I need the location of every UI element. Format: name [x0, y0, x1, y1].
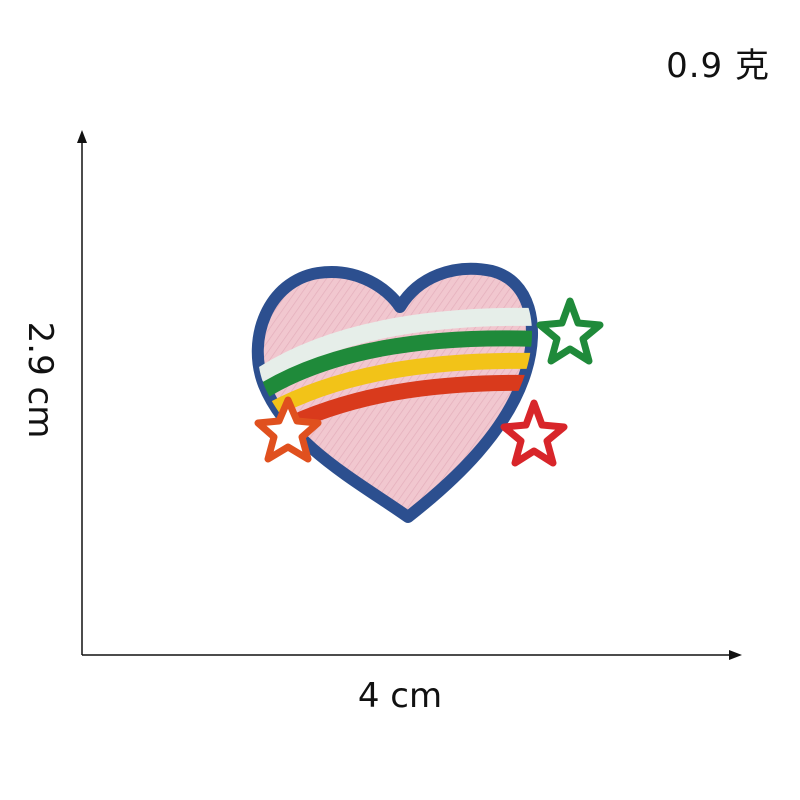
height-label: 2.9 cm [20, 321, 60, 439]
heart-rainbow-patch-image [251, 262, 604, 523]
star-right-bottom-icon [500, 399, 568, 467]
star-left-icon [254, 396, 322, 463]
weight-label: 0.9 克 [666, 46, 770, 86]
width-label: 4 cm [357, 676, 443, 716]
star-right-top-icon [536, 297, 604, 365]
horizontal-axis-arrow-icon [729, 650, 742, 660]
vertical-axis-arrow-icon [77, 130, 87, 143]
rainbow-stripes [257, 307, 533, 437]
